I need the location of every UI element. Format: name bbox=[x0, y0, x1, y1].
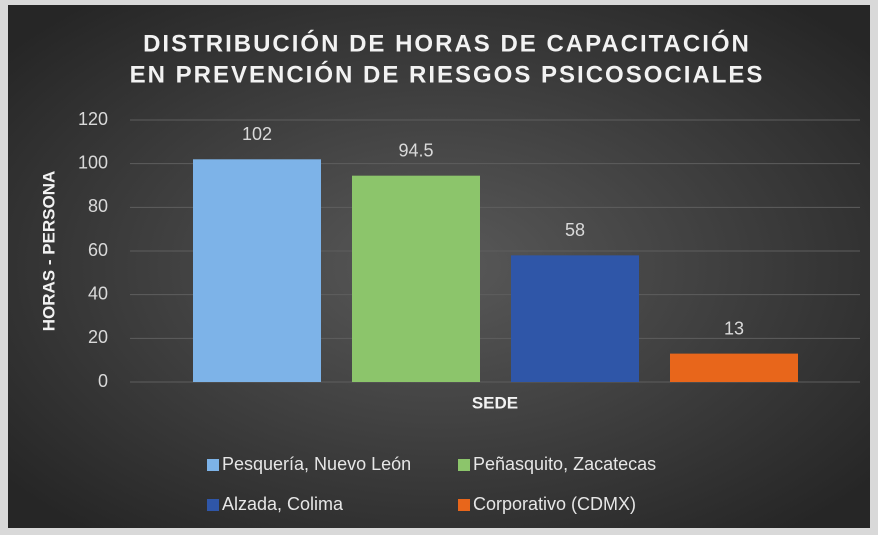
y-tick-label: 120 bbox=[78, 109, 108, 129]
legend-label: Corporativo (CDMX) bbox=[473, 494, 636, 514]
y-tick-label: 40 bbox=[88, 283, 108, 303]
y-tick-label: 20 bbox=[88, 327, 108, 347]
bar bbox=[670, 353, 798, 382]
data-label: 94.5 bbox=[398, 140, 433, 160]
legend-swatch bbox=[207, 459, 219, 471]
y-tick-label: 80 bbox=[88, 196, 108, 216]
legend-label: Peñasquito, Zacatecas bbox=[473, 454, 656, 474]
data-label: 58 bbox=[565, 220, 585, 240]
x-axis-title: SEDE bbox=[472, 393, 518, 412]
y-tick-label: 100 bbox=[78, 152, 108, 172]
y-tick-label: 0 bbox=[98, 371, 108, 391]
y-axis-title: HORAS - PERSONA bbox=[39, 171, 58, 332]
legend-swatch bbox=[458, 459, 470, 471]
chart-title: EN PREVENCIÓN DE RIESGOS PSICOSOCIALES bbox=[130, 60, 765, 88]
legend-label: Alzada, Colima bbox=[222, 494, 344, 514]
bar bbox=[352, 175, 480, 382]
legend-label: Pesquería, Nuevo León bbox=[222, 454, 411, 474]
data-label: 13 bbox=[724, 318, 744, 338]
legend-swatch bbox=[207, 499, 219, 511]
data-label: 102 bbox=[242, 124, 272, 144]
bar bbox=[511, 255, 639, 382]
chart-title: DISTRIBUCIÓN DE HORAS DE CAPACITACIÓN bbox=[143, 29, 751, 57]
y-tick-label: 60 bbox=[88, 240, 108, 260]
legend-swatch bbox=[458, 499, 470, 511]
bar bbox=[193, 159, 321, 382]
